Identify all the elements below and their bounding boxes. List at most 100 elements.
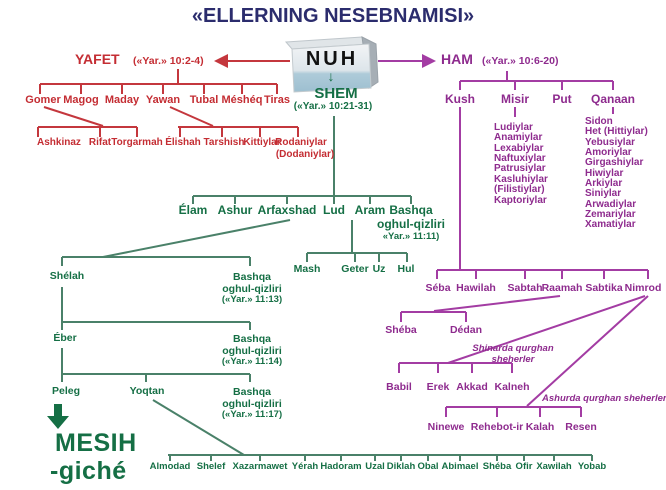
person-qanaan: Qanaan (590, 92, 636, 106)
person-abimael: Abimael (441, 461, 479, 472)
label-giche: -giché (50, 457, 127, 485)
person-aram: Aram (354, 203, 386, 217)
person-diklah: Diklah (386, 461, 416, 472)
nuh-down-arrow-icon: ↓ (327, 68, 335, 84)
ref-other-children-17: («Yar.» 11:17) (221, 409, 283, 420)
person-elishah: Élishah (165, 137, 201, 148)
nuh-name: NUH (305, 48, 359, 70)
person-obal: Obal (417, 461, 439, 472)
person-almodad: Almodad (149, 461, 191, 472)
ref-other-children-13: («Yar.» 11:13) (221, 294, 283, 305)
person-gomer: Gomer (25, 94, 61, 106)
person-kittiylar: Kittiylar (243, 137, 281, 148)
caption-shinar-cities: Shinarda qurghan sheherler (472, 343, 554, 365)
label-other-children-11: Bashqa oghul-qizliri (377, 203, 445, 231)
person-sheba: Shéba (385, 324, 417, 336)
person-uz: Uz (372, 263, 386, 275)
branch-shem-ref: («Yar.» 10:21-31) (293, 101, 373, 112)
person-xawilah: Xawilah (536, 461, 572, 472)
person-girgashiylar: Girgashiylar (585, 157, 644, 168)
branch-shem: SHEM (314, 85, 358, 102)
person-geter: Geter (341, 263, 369, 275)
branch-yafet-ref: («Yar.» 10:2-4) (133, 55, 204, 67)
ref-other-children-11: «Yar.» 11:11) (382, 231, 440, 242)
person-uzal: Uzal (365, 461, 385, 472)
person-ludiylar: Ludiylar (494, 122, 533, 133)
person-ashkinaz: Ashkinaz (37, 137, 81, 148)
label-other-children-14: Bashqa oghul-qizliri (222, 333, 282, 358)
person-torgarmah: Torgarmah (111, 137, 163, 148)
person-sheba-yoqtan: Shéba (482, 461, 512, 472)
branch-ham: HAM (441, 51, 473, 67)
person-put: Put (552, 92, 572, 106)
person-yawan: Yawan (145, 94, 181, 106)
person-rodaniylar: Rodaniylar (275, 137, 327, 148)
page-title: «ELLERNING NESEBNAMISI» (191, 5, 475, 27)
branch-ham-ref: («Yar.» 10:6-20) (482, 55, 559, 67)
person-tubal: Tubal (189, 94, 219, 106)
person-tiras: Tiras (263, 94, 291, 106)
person-zemariylar: Zemariylar (585, 209, 636, 220)
person-yebusiylar: Yebusiylar (585, 137, 636, 148)
person-hul: Hul (397, 263, 415, 275)
person-yoqtan: Yoqtan (129, 385, 165, 397)
person-sidon: Sidon (585, 116, 613, 127)
person-misir: Misir (500, 92, 530, 106)
person-ashur: Ashur (217, 203, 253, 217)
mesih-arrow (47, 404, 69, 429)
label-mesih: MESIH (55, 429, 137, 457)
person-nimrod: Nimrod (624, 282, 662, 294)
person-shelef: Shelef (196, 461, 226, 472)
person-rifat: Rifat (88, 137, 112, 148)
person-sabtah: Sabtah (507, 282, 543, 294)
person-het: Het (Hittiylar) (585, 126, 648, 137)
person-shelah: Shélah (49, 270, 85, 282)
person-rodaniylar-alt: (Dodaniylar) (275, 149, 335, 160)
person-sabtika: Sabtika (585, 282, 623, 294)
label-other-children-13: Bashqa oghul-qizliri (222, 271, 282, 296)
city-rehebot-ir: Rehebot-ir (470, 421, 524, 433)
person-kasluhiylar: Kasluhiylar (494, 174, 548, 185)
city-babil: Babil (386, 381, 412, 393)
person-yerah: Yérah (291, 461, 319, 472)
person-arfaxshad: Arfaxshad (257, 203, 317, 217)
person-arkiylar: Arkiylar (585, 178, 623, 189)
person-siniylar: Siniylar (585, 188, 622, 199)
person-maday: Maday (104, 94, 140, 106)
person-tarshish: Tarshish (203, 137, 245, 148)
person-lexabiylar: Lexabiylar (494, 143, 544, 154)
person-hadoram: Hadoram (320, 461, 362, 472)
person-xamatiylar: Xamatiylar (585, 219, 636, 230)
person-ofir: Ofir (515, 461, 533, 472)
person-filistiylar: (Filistiylar) (494, 184, 545, 195)
yafet-arrowhead (214, 54, 228, 68)
person-eber: Éber (53, 332, 77, 344)
person-magog: Magog (63, 94, 99, 106)
ref-other-children-14: («Yar.» 11:14) (221, 356, 283, 367)
person-yobab: Yobab (577, 461, 607, 472)
city-akkad: Akkad (456, 381, 488, 393)
person-amoriylar: Amoriylar (585, 147, 632, 158)
person-arwadiylar: Arwadiylar (585, 199, 637, 210)
label-other-children-17: Bashqa oghul-qizliri (222, 386, 282, 411)
caption-ashur-cities: Ashurda qurghan sheherler (542, 393, 666, 404)
city-erek: Erek (426, 381, 450, 393)
person-patrusiylar: Patrusiylar (494, 163, 546, 174)
city-resen: Resen (565, 421, 597, 433)
person-hiwiylar: Hiwiylar (585, 168, 624, 179)
person-mesheq: Méshéq (221, 94, 263, 106)
person-kaptoriylar: Kaptoriylar (494, 195, 547, 206)
person-hawilah: Hawilah (456, 282, 496, 294)
person-raamah: Raamah (541, 282, 583, 294)
person-elam: Élam (178, 203, 208, 217)
person-seba: Séba (425, 282, 451, 294)
person-kush: Kush (445, 92, 475, 106)
person-mash: Mash (293, 263, 321, 275)
city-kalah: Kalah (525, 421, 555, 433)
person-xazarmawet: Xazarmawet (232, 461, 288, 472)
person-lud: Lud (323, 203, 345, 217)
person-peleg: Peleg (51, 385, 81, 397)
ham-arrowhead (422, 54, 436, 68)
person-dedan: Dédan (449, 324, 483, 336)
